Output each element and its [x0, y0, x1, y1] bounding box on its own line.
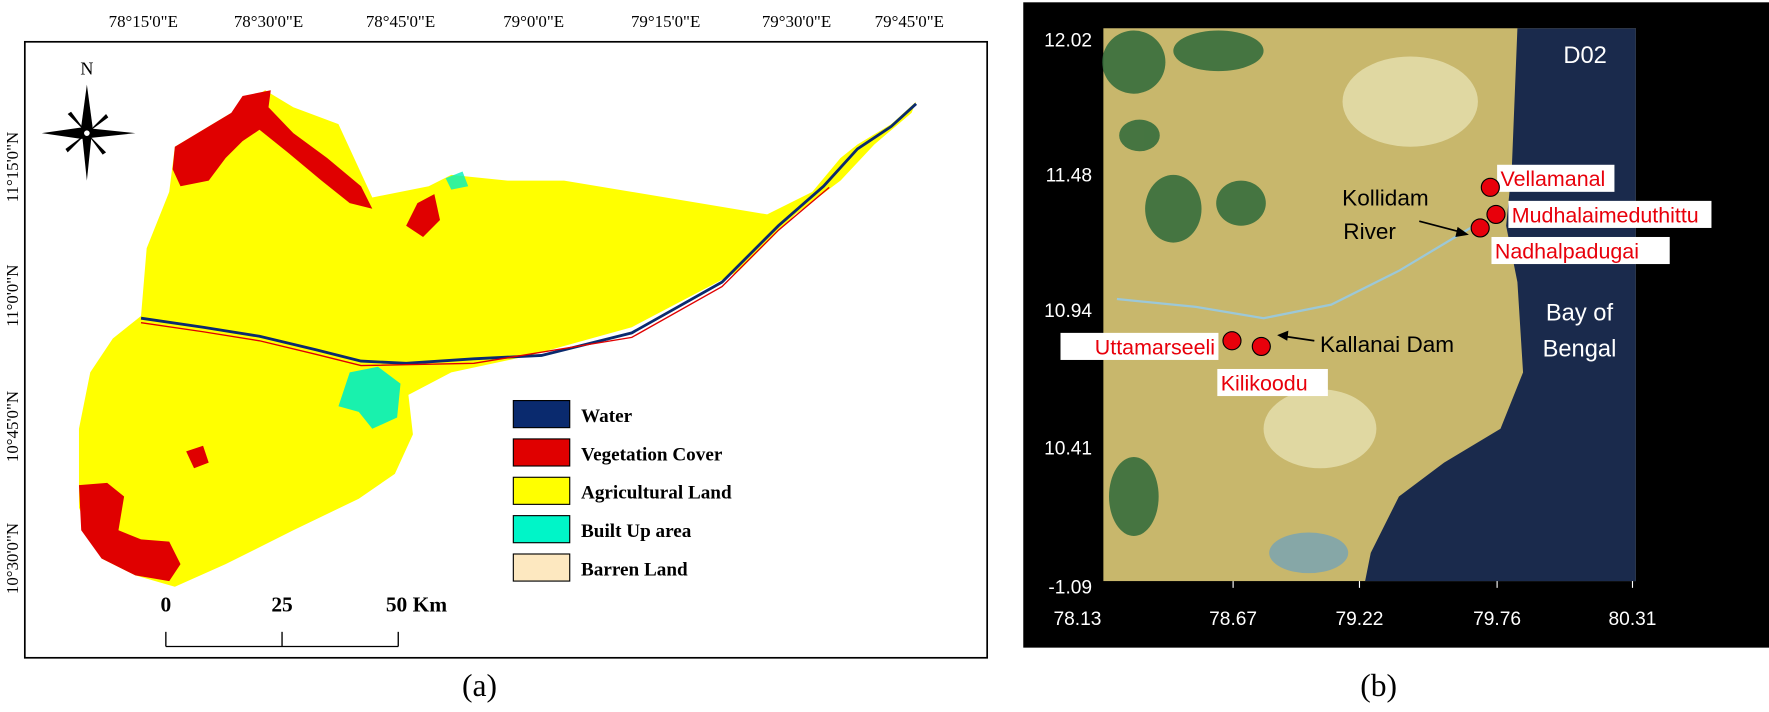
river-bank: [140, 186, 830, 367]
longitude-label: 79°45'0"E: [875, 12, 944, 31]
x-label: 80.31: [1609, 609, 1657, 630]
river: [140, 102, 918, 365]
site-label: Mudhalaimeduthittu: [1512, 203, 1699, 227]
site-label: Nadhalpadugai: [1495, 239, 1639, 263]
legend-label: Water: [581, 406, 633, 427]
x-label: 79.22: [1335, 609, 1383, 630]
y-label: 10.41: [1044, 439, 1092, 460]
legend-swatch: [512, 515, 571, 544]
y-label: -1.09: [1048, 577, 1092, 598]
legend-swatch: [512, 438, 571, 467]
longitude-label: 78°30'0"E: [234, 12, 303, 31]
scale-bar: [165, 631, 399, 648]
y-label: 11.48: [1046, 166, 1093, 187]
dam-label: Kallanai Dam: [1320, 332, 1454, 357]
vegetation-cover: [406, 194, 440, 237]
vegetation-cover: [78, 482, 181, 582]
north-label: N: [80, 59, 93, 79]
scale-label: 25: [271, 593, 292, 617]
x-label: 78.67: [1209, 609, 1257, 630]
longitude-label: 79°15'0"E: [631, 12, 700, 31]
vegetation-cover: [186, 445, 209, 469]
longitude-label: 79°30'0"E: [762, 12, 831, 31]
site-label: Kilikoodu: [1221, 371, 1308, 395]
water-patch: [1269, 532, 1349, 574]
agricultural-land: [78, 90, 917, 587]
light-patches: [1263, 56, 1478, 469]
latitude-label: 10°45'0"N: [3, 391, 22, 462]
site-label: Vellamanal: [1500, 167, 1605, 191]
domain-label: D02: [1563, 43, 1606, 69]
x-label: 79.76: [1473, 609, 1521, 630]
y-label: 10.94: [1044, 301, 1092, 322]
legend-label: Agricultural Land: [581, 483, 732, 504]
legend-swatch: [512, 553, 571, 582]
scale-label: 0: [160, 593, 171, 617]
y-label: 12.02: [1044, 30, 1092, 51]
legend: Water Vegetation Cover Agricultural Land…: [512, 399, 732, 582]
latitude-label: 11°0'0"N: [3, 265, 22, 327]
scale-label: 50 Km: [386, 593, 447, 617]
legend-label: Barren Land: [581, 559, 688, 580]
longitude-label: 78°45'0"E: [366, 12, 435, 31]
caption: (a): [462, 668, 497, 703]
legend-label: Vegetation Cover: [581, 444, 723, 465]
ticks: [1232, 581, 1634, 588]
longitude-label: 79°0'0"E: [503, 12, 564, 31]
site-markers: [1222, 177, 1506, 356]
arrows: [1277, 220, 1469, 342]
north-arrow: [41, 84, 136, 181]
site-label: Uttamarseeli: [1095, 335, 1215, 359]
legend-label: Built Up area: [581, 521, 692, 542]
vegetation-patches: [1102, 30, 1266, 536]
vegetation-cover: [172, 90, 373, 209]
sea-label: Bengal: [1543, 337, 1617, 363]
latitude-label: 11°15'0"N: [3, 132, 22, 203]
river-label: Kollidam: [1342, 185, 1428, 210]
caption: (b): [1360, 668, 1397, 703]
sea-label: Bay of: [1546, 300, 1614, 326]
legend-swatch: [512, 399, 571, 429]
longitude-label: 78°15'0"E: [109, 12, 178, 31]
latitude-label: 10°30'0"N: [3, 523, 22, 594]
legend-swatch: [512, 476, 571, 505]
built-up-area: [338, 366, 401, 429]
built-up-area: [445, 171, 469, 190]
river-label: River: [1343, 219, 1396, 244]
label-backgrounds: [1060, 164, 1712, 397]
x-label: 78.13: [1053, 609, 1101, 630]
